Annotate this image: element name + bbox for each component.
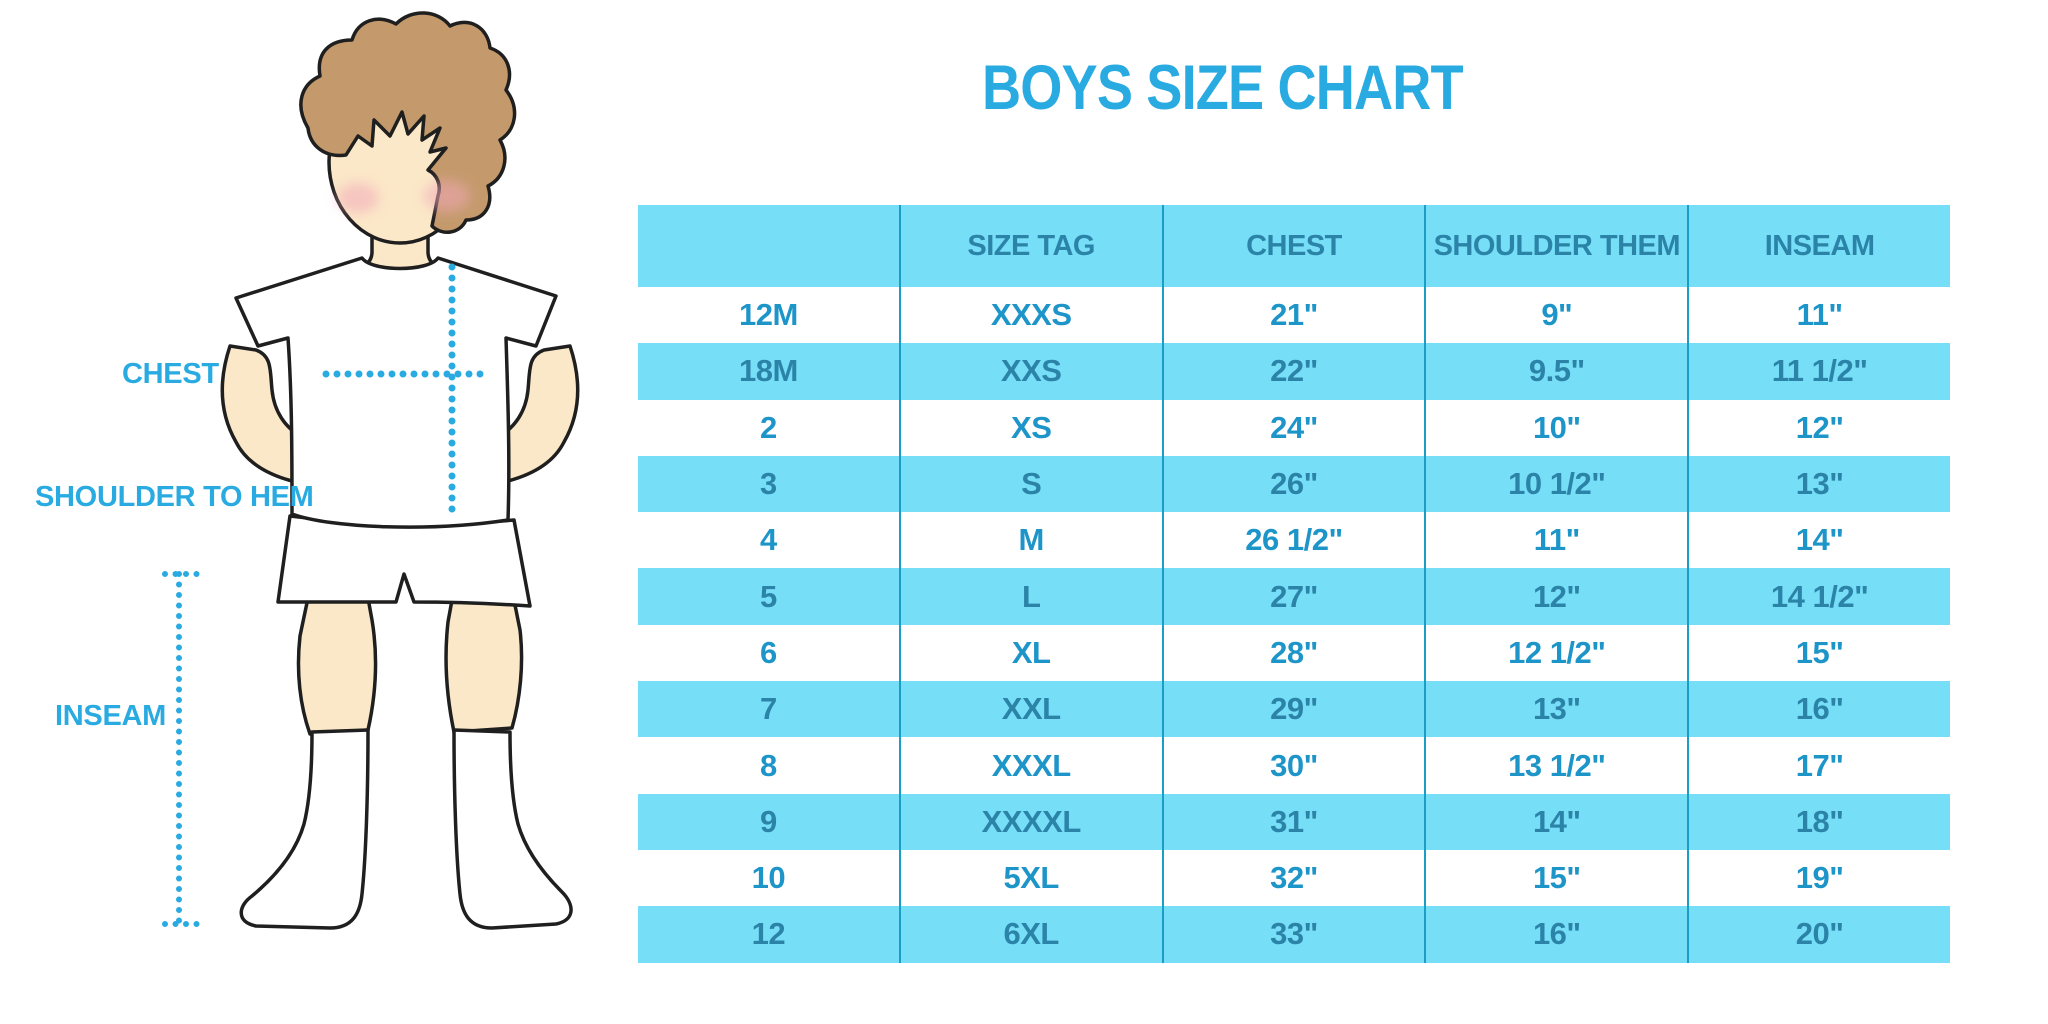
- table-cell: 6: [638, 624, 900, 682]
- boy-illustration: [162, 11, 580, 930]
- table-cell: 9": [1424, 287, 1689, 344]
- table-cell: 9: [638, 793, 900, 850]
- table-cell: 3: [638, 455, 900, 513]
- table-cell: XXXS: [898, 287, 1163, 344]
- table-cell: 11": [1424, 512, 1689, 569]
- table-cell: 18M: [638, 343, 900, 400]
- table-cell: 20": [1687, 906, 1950, 963]
- table-row: 12 6XL 33" 16" 20": [638, 906, 1950, 963]
- table-cell: 18": [1687, 793, 1950, 850]
- table-cell: M: [898, 512, 1163, 569]
- table-cell: XXS: [898, 343, 1163, 400]
- table-cell: 9.5": [1424, 343, 1689, 400]
- table-row: 3 S 26" 10 1/2" 13": [638, 455, 1950, 513]
- table-row: 4 M 26 1/2" 11" 14": [638, 512, 1950, 569]
- table-cell: XL: [898, 624, 1163, 682]
- table-cell: 24": [1161, 399, 1426, 456]
- table-cell: 12": [1687, 399, 1950, 456]
- table-row: 6 XL 28" 12 1/2" 15": [638, 624, 1950, 682]
- size-table: SIZE TAG CHEST SHOULDER THEM INSEAM 12M XXXS…: [638, 205, 1950, 963]
- table-cell: 26 1/2": [1161, 512, 1426, 569]
- page-title-text: BOYS SIZE CHART: [982, 53, 1464, 123]
- header-row: SIZE TAG CHEST SHOULDER THEM INSEAM: [638, 205, 1950, 287]
- table-cell: XS: [898, 399, 1163, 456]
- table-cell: 13": [1424, 681, 1689, 738]
- table-row: 5 L 27" 12" 14 1/2": [638, 568, 1950, 625]
- table-header: SIZE TAG CHEST SHOULDER THEM INSEAM: [638, 205, 1950, 287]
- table-cell: XXXL: [898, 737, 1163, 794]
- table-cell: 12: [638, 906, 900, 963]
- table-cell: 26": [1161, 455, 1426, 513]
- table-cell: 30": [1161, 737, 1426, 794]
- left-sock: [239, 728, 370, 930]
- right-leg: [444, 598, 524, 734]
- table-cell: 11 1/2": [1687, 343, 1950, 400]
- table-cell: XXL: [898, 681, 1163, 738]
- table-cell: 5: [638, 568, 900, 625]
- table-cell: 5XL: [898, 849, 1163, 907]
- table-cell: 14": [1424, 793, 1689, 850]
- chest-label: CHEST: [122, 358, 219, 390]
- right-sock: [452, 728, 573, 930]
- table-cell: 10 1/2": [1424, 455, 1689, 513]
- table-cell: 11": [1687, 287, 1950, 344]
- table-body: 12M XXXS 21" 9" 11" 18M XXS 22" 9.5" 11 1/2" 2 XS 24…: [638, 287, 1950, 963]
- table-cell: 14": [1687, 512, 1950, 569]
- page-title: BOYS SIZE CHART: [982, 52, 1541, 124]
- hair: [299, 11, 517, 234]
- column-header: SIZE TAG: [898, 205, 1163, 287]
- table-row: 18M XXS 22" 9.5" 11 1/2": [638, 343, 1950, 400]
- shorts: [276, 514, 532, 608]
- left-leg: [296, 596, 378, 736]
- table-cell: 12M: [638, 287, 900, 344]
- t-shirt: [234, 256, 558, 529]
- table-row: 9 XXXXL 31" 14" 18": [638, 793, 1950, 850]
- column-header: [638, 205, 900, 287]
- table-row: 2 XS 24" 10" 12": [638, 399, 1950, 456]
- table-cell: 6XL: [898, 906, 1163, 963]
- table-cell: 15": [1687, 624, 1950, 682]
- table-cell: 4: [638, 512, 900, 569]
- table-cell: 14 1/2": [1687, 568, 1950, 625]
- table-row: 7 XXL 29" 13" 16": [638, 681, 1950, 738]
- table-cell: 15": [1424, 849, 1689, 907]
- table-cell: 28": [1161, 624, 1426, 682]
- table-cell: 16": [1687, 681, 1950, 738]
- left-cheek: [337, 183, 379, 213]
- table-cell: 29": [1161, 681, 1426, 738]
- table-cell: 16": [1424, 906, 1689, 963]
- column-header: CHEST: [1161, 205, 1426, 287]
- table-cell: 2: [638, 399, 900, 456]
- table-cell: 32": [1161, 849, 1426, 907]
- table-cell: 12 1/2": [1424, 624, 1689, 682]
- table-cell: XXXXL: [898, 793, 1163, 850]
- column-header: SHOULDER THEM: [1424, 205, 1689, 287]
- right-cheek: [424, 180, 470, 212]
- table-cell: 13": [1687, 455, 1950, 513]
- table-row: 12M XXXS 21" 9" 11": [638, 287, 1950, 344]
- table-cell: 27": [1161, 568, 1426, 625]
- table-cell: 19": [1687, 849, 1950, 907]
- column-header: INSEAM: [1687, 205, 1950, 287]
- table-cell: 22": [1161, 343, 1426, 400]
- table-cell: 10: [638, 849, 900, 907]
- table-cell: 31": [1161, 793, 1426, 850]
- table-cell: 8: [638, 737, 900, 794]
- table-cell: L: [898, 568, 1163, 625]
- shoulder-to-hem-label: SHOULDER TO HEM: [35, 481, 314, 513]
- table-cell: 13 1/2": [1424, 737, 1689, 794]
- table-row: 10 5XL 32" 15" 19": [638, 849, 1950, 907]
- table-cell: 12": [1424, 568, 1689, 625]
- table-cell: 21": [1161, 287, 1426, 344]
- table-cell: 7: [638, 681, 900, 738]
- table-row: 8 XXXL 30" 13 1/2" 17": [638, 737, 1950, 794]
- table-cell: 33": [1161, 906, 1426, 963]
- table-cell: 17": [1687, 737, 1950, 794]
- table-cell: 10": [1424, 399, 1689, 456]
- inseam-label: INSEAM: [55, 700, 166, 732]
- table-cell: S: [898, 455, 1163, 513]
